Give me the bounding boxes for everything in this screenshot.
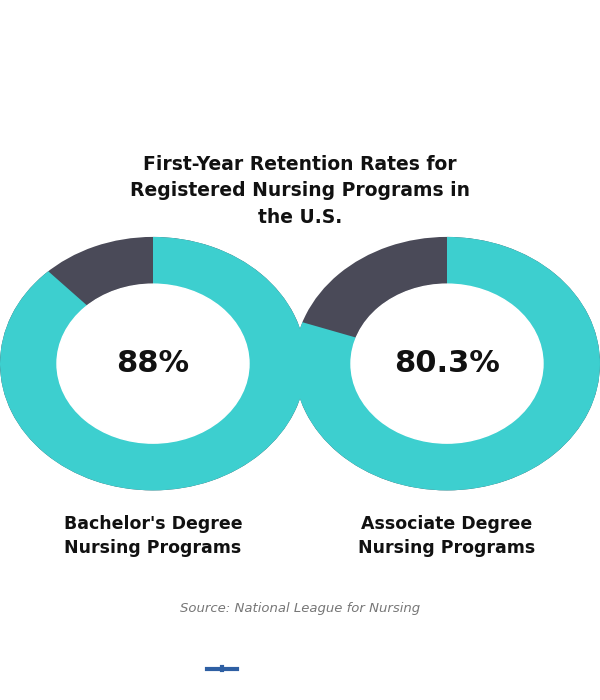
Text: nursemoneytalk: nursemoneytalk — [259, 659, 449, 678]
Text: Associate Degree
Nursing Programs: Associate Degree Nursing Programs — [358, 515, 536, 557]
FancyBboxPatch shape — [190, 665, 254, 672]
Wedge shape — [294, 237, 600, 491]
Wedge shape — [0, 237, 306, 491]
Text: 88%: 88% — [116, 349, 190, 378]
Wedge shape — [294, 237, 600, 491]
Circle shape — [57, 284, 249, 443]
Text: Nursing Student
Outcomes: Nursing Student Outcomes — [107, 20, 493, 120]
Text: Bachelor's Degree
Nursing Programs: Bachelor's Degree Nursing Programs — [64, 515, 242, 557]
Text: First-Year Retention Rates for
Registered Nursing Programs in
the U.S.: First-Year Retention Rates for Registere… — [130, 155, 470, 227]
Wedge shape — [0, 237, 306, 491]
Text: 80.3%: 80.3% — [394, 349, 500, 378]
Circle shape — [351, 284, 543, 443]
Text: Source: National League for Nursing: Source: National League for Nursing — [180, 601, 420, 615]
